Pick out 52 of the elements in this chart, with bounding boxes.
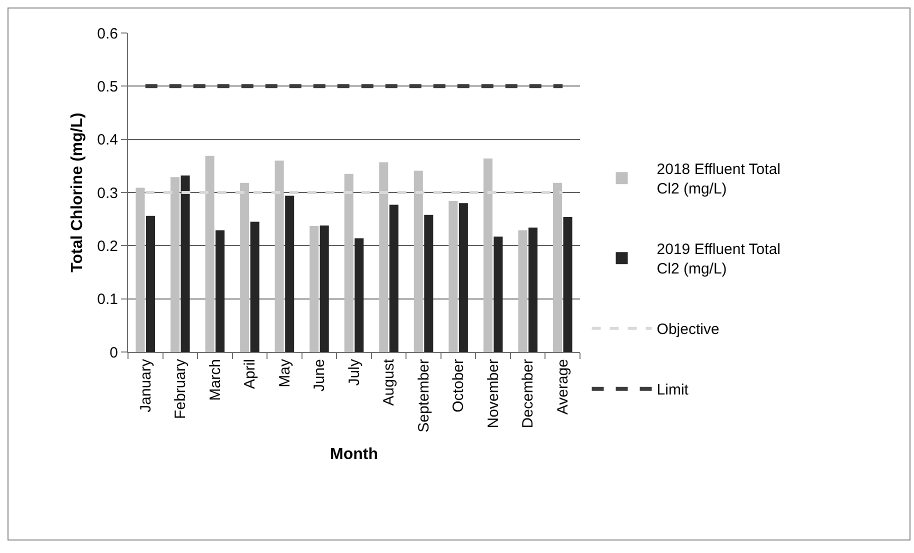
bar <box>518 230 528 352</box>
bar <box>563 216 572 352</box>
legend-label: Objective <box>656 321 720 338</box>
legend-label: 2018 Effluent Total Cl2 (mg/L) <box>656 161 780 198</box>
x-tick-label: November <box>484 359 502 428</box>
y-tick-label: 0.4 <box>97 132 118 149</box>
x-tick-label: April <box>242 359 259 390</box>
bar <box>483 158 492 352</box>
bar <box>344 174 354 352</box>
y-tick-label: 0.1 <box>97 291 118 308</box>
bar <box>310 226 319 352</box>
x-tick-label: July <box>346 358 363 386</box>
bar <box>180 175 190 352</box>
x-tick-label: February <box>172 358 190 420</box>
x-tick-label: January <box>137 358 154 412</box>
legend-label: 2019 Effluent Total Cl2 (mg/L) <box>656 241 780 278</box>
bar <box>285 196 294 352</box>
y-tick-label: 0.3 <box>97 184 118 202</box>
bar <box>528 228 538 352</box>
bar <box>170 177 180 352</box>
x-tick-label: Average <box>554 359 572 415</box>
y-tick-label: 0.6 <box>97 25 118 42</box>
bar <box>379 162 388 352</box>
y-axis-title: Total Chlorine (mg/L) <box>69 112 86 272</box>
x-tick-label: June <box>311 359 328 392</box>
bar <box>458 203 468 352</box>
bar <box>354 238 364 352</box>
y-tick-label: 0.2 <box>97 238 118 255</box>
x-tick-label: December <box>520 359 537 428</box>
bar <box>205 156 214 352</box>
bar <box>136 188 145 352</box>
x-tick-label: October <box>450 359 468 412</box>
y-tick-label: 0.5 <box>97 78 118 96</box>
bar <box>240 182 250 352</box>
x-axis-title: Month <box>330 446 378 464</box>
x-tick-label: March <box>206 359 224 401</box>
bar <box>494 236 503 352</box>
x-tick-label: September <box>415 358 432 432</box>
bar <box>250 222 260 352</box>
bar <box>389 204 398 352</box>
bar <box>424 214 434 352</box>
bar <box>274 160 284 352</box>
x-tick-label: May <box>276 358 294 388</box>
bar <box>216 230 225 352</box>
y-tick-label: 0 <box>110 344 118 362</box>
bar <box>552 182 562 352</box>
x-tick-label: August <box>380 358 398 406</box>
bar <box>448 201 458 352</box>
bar <box>414 170 423 352</box>
legend-label: Limit <box>656 382 690 399</box>
bar <box>146 216 156 352</box>
bar <box>320 225 329 352</box>
